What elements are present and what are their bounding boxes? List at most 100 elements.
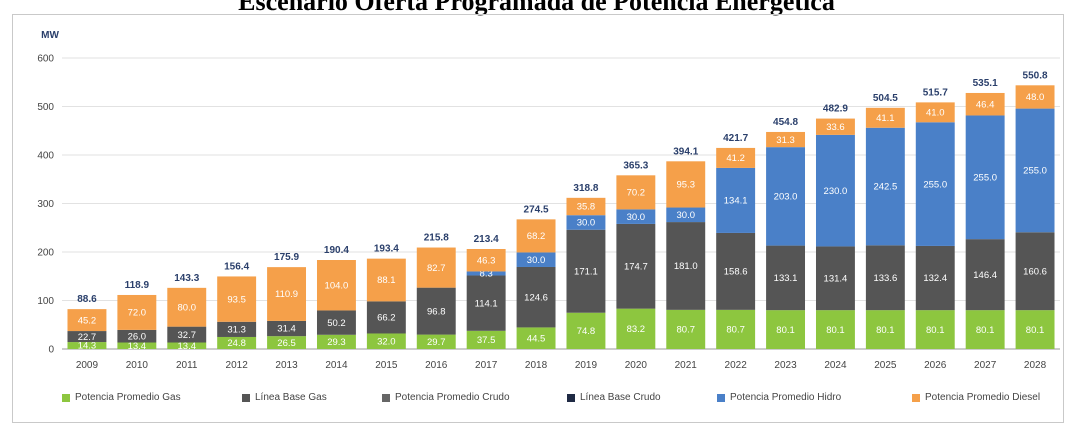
bar-data-label: 41.0 bbox=[926, 108, 945, 119]
bar-segment bbox=[716, 147, 756, 168]
bar-segment bbox=[416, 334, 456, 349]
bar-segment bbox=[416, 247, 456, 288]
bar-data-label: 82.7 bbox=[427, 263, 446, 274]
bar-data-label: 35.8 bbox=[577, 202, 596, 213]
x-tick-label: 2028 bbox=[1024, 360, 1047, 371]
bar-data-label: 242.5 bbox=[873, 182, 897, 193]
bar-segment bbox=[1015, 232, 1055, 311]
legend-item: Potencia Promedio Gas bbox=[62, 392, 181, 403]
bar-data-label: 174.7 bbox=[624, 261, 648, 272]
bar-segment bbox=[217, 321, 257, 337]
x-tick-label: 2027 bbox=[974, 360, 997, 371]
legend-item: Potencia Promedio Hidro bbox=[717, 392, 841, 403]
bar-segment bbox=[616, 308, 656, 349]
bar-data-label: 66.2 bbox=[377, 313, 396, 324]
bar-segment bbox=[566, 197, 606, 216]
bar-data-label: 13.4 bbox=[128, 341, 147, 352]
bar-segment bbox=[915, 102, 955, 123]
bar-data-label: 46.4 bbox=[976, 99, 995, 110]
bar-data-label: 110.9 bbox=[275, 289, 298, 300]
bar-total-label: 88.6 bbox=[77, 294, 97, 305]
bar-data-label: 95.3 bbox=[677, 180, 696, 191]
bar-segment bbox=[915, 122, 955, 246]
legend-swatch bbox=[382, 393, 390, 402]
bar-data-label: 114.1 bbox=[475, 298, 498, 309]
legend-item: Potencia Promedio Crudo bbox=[382, 392, 510, 403]
y-unit-label: MW bbox=[41, 30, 59, 41]
bar-data-label: 124.6 bbox=[524, 292, 548, 303]
x-tick-label: 2015 bbox=[375, 360, 398, 371]
bar-total-label: 550.8 bbox=[1023, 70, 1048, 81]
bar-segment bbox=[316, 310, 356, 335]
bar-data-label: 203.0 bbox=[774, 192, 798, 203]
bar-segment bbox=[1015, 108, 1055, 233]
bar-data-label: 29.7 bbox=[427, 337, 446, 348]
legend-label: Línea Base Gas bbox=[255, 392, 327, 403]
bar-data-label: 32.0 bbox=[377, 336, 396, 347]
bar-data-label: 132.4 bbox=[923, 273, 947, 284]
bar-total-label: 274.5 bbox=[524, 204, 549, 215]
x-tick-label: 2019 bbox=[575, 360, 598, 371]
bar-total-label: 318.8 bbox=[573, 183, 598, 194]
y-tick-label: 400 bbox=[37, 151, 54, 162]
bar-segment bbox=[267, 320, 307, 337]
bar-total-label: 213.4 bbox=[474, 234, 499, 245]
x-tick-label: 2021 bbox=[675, 360, 698, 371]
bar-segment bbox=[366, 258, 406, 302]
bar-segment bbox=[466, 271, 506, 276]
bar-segment bbox=[267, 336, 307, 349]
bar-segment bbox=[67, 342, 107, 349]
bar-segment bbox=[965, 310, 1005, 349]
bar-data-label: 14.3 bbox=[78, 341, 97, 352]
bar-data-label: 31.3 bbox=[227, 325, 246, 336]
bar-data-label: 133.6 bbox=[873, 273, 897, 284]
bar-data-label: 26.5 bbox=[277, 338, 296, 349]
legend-item: Potencia Promedio Diesel bbox=[912, 392, 1040, 403]
bar-segment bbox=[716, 232, 756, 310]
bar-segment bbox=[766, 310, 806, 349]
bar-segment bbox=[865, 107, 905, 128]
legend-swatch bbox=[242, 393, 250, 402]
bar-segment bbox=[616, 175, 656, 210]
bar-data-label: 104.0 bbox=[325, 280, 349, 291]
bar-segment bbox=[316, 260, 356, 311]
bar-data-label: 13.4 bbox=[178, 341, 197, 352]
legend-label: Potencia Promedio Hidro bbox=[730, 392, 842, 403]
bar-segment bbox=[616, 223, 656, 309]
x-tick-label: 2025 bbox=[874, 360, 897, 371]
bar-data-label: 32.7 bbox=[178, 330, 197, 341]
bar-segment bbox=[815, 118, 855, 135]
bar-data-label: 181.0 bbox=[674, 261, 698, 272]
bar-segment bbox=[466, 248, 506, 272]
bar-data-label: 31.4 bbox=[277, 324, 296, 335]
bar-data-label: 80.0 bbox=[178, 302, 197, 313]
bar-data-label: 41.1 bbox=[876, 113, 895, 124]
bar-segment bbox=[67, 309, 107, 332]
bar-data-label: 96.8 bbox=[427, 306, 446, 317]
x-tick-label: 2018 bbox=[525, 360, 548, 371]
y-tick-label: 300 bbox=[37, 199, 54, 210]
bar-total-label: 118.9 bbox=[125, 280, 150, 291]
bar-data-label: 24.8 bbox=[227, 338, 246, 349]
bar-data-label: 31.3 bbox=[776, 135, 795, 146]
bar-segment bbox=[566, 215, 606, 230]
bar-segment bbox=[516, 252, 556, 267]
bar-segment bbox=[366, 301, 406, 334]
bar-data-label: 37.5 bbox=[477, 335, 496, 346]
bar-data-label: 22.7 bbox=[78, 332, 97, 343]
bar-segment bbox=[965, 115, 1005, 240]
x-tick-label: 2022 bbox=[725, 360, 748, 371]
bar-data-label: 160.6 bbox=[1023, 266, 1047, 277]
bar-segment bbox=[117, 342, 157, 349]
bar-segment bbox=[815, 310, 855, 349]
bar-data-label: 80.7 bbox=[726, 325, 745, 336]
bar-data-label: 255.0 bbox=[923, 179, 947, 190]
bar-data-label: 80.1 bbox=[776, 325, 795, 336]
legend-item: Línea Base Crudo bbox=[567, 392, 661, 403]
bar-segment bbox=[67, 331, 107, 343]
bar-data-label: 30.0 bbox=[577, 218, 596, 229]
bar-data-label: 26.0 bbox=[128, 331, 147, 342]
bar-data-label: 41.2 bbox=[726, 153, 745, 164]
bar-data-label: 133.1 bbox=[774, 273, 798, 284]
bar-data-label: 29.3 bbox=[327, 337, 346, 348]
